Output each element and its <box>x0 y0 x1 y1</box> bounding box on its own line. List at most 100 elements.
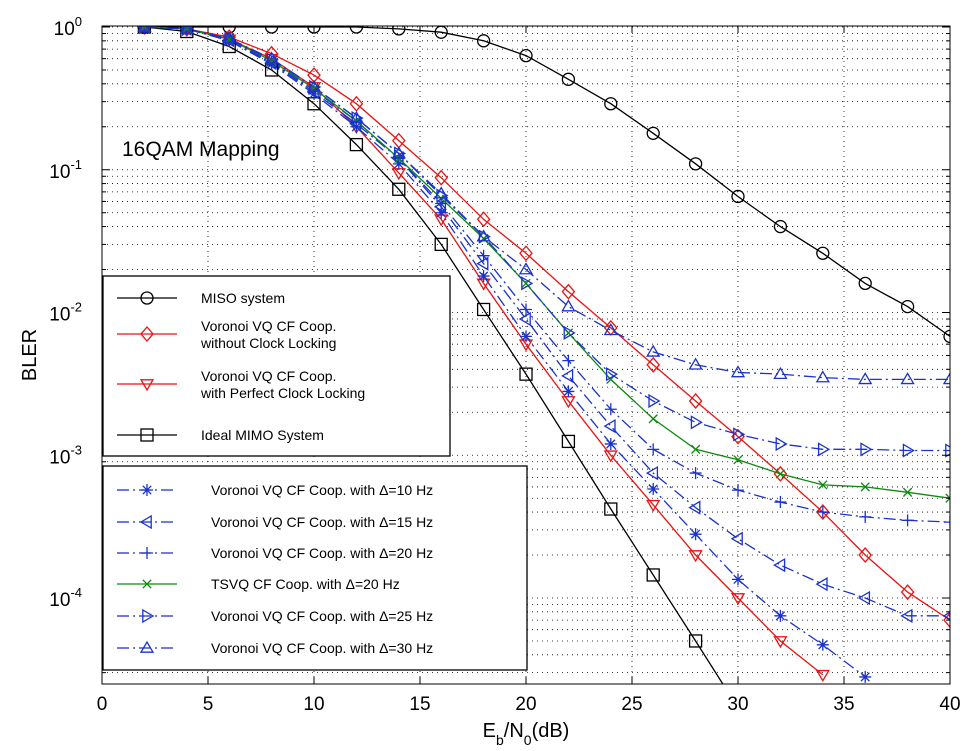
x-tick-label: 35 <box>833 694 854 715</box>
x-tick-label: 30 <box>727 694 748 715</box>
legend-entry-label: TSVQ CF Coop. with Δ=20 Hz <box>211 576 400 592</box>
marker-asterisk <box>562 385 575 398</box>
marker-circle <box>731 189 745 204</box>
marker-square <box>434 237 448 252</box>
marker-triangle-right <box>142 608 155 624</box>
marker-asterisk <box>774 609 787 622</box>
series-lines <box>144 26 950 684</box>
marker-diamond <box>646 356 661 373</box>
marker-triangle-left <box>561 368 574 383</box>
annotation-16qam: 16QAM Mapping <box>122 138 280 161</box>
marker-triangle-left <box>815 577 828 592</box>
marker-asterisk <box>816 638 829 651</box>
legend-entry-label: Voronoi VQ CF Coop. with Perfect Clock Lo… <box>200 368 365 401</box>
marker-diamond <box>519 245 533 262</box>
marker-circle <box>604 97 618 111</box>
marker-triangle-left <box>476 256 489 271</box>
marker-triangle-down <box>815 669 830 683</box>
marker-circle <box>476 34 491 48</box>
series-line-3 <box>144 26 724 684</box>
marker-asterisk <box>435 206 448 219</box>
legend-entry-label: Ideal MIMO System <box>201 427 324 443</box>
marker-triangle-down <box>139 379 155 392</box>
marker-square <box>688 634 703 648</box>
marker-plus <box>141 547 153 559</box>
x-tick-label: 40 <box>939 694 960 715</box>
series-markers <box>137 26 950 683</box>
marker-triangle-up <box>222 31 237 44</box>
marker-circle <box>561 72 576 86</box>
marker-plus <box>604 403 617 416</box>
x-tick-label: 20 <box>515 694 536 715</box>
marker-triangle-up <box>179 26 194 34</box>
marker-triangle-left <box>900 608 913 623</box>
marker-diamond <box>688 392 703 409</box>
legend-box <box>102 465 528 671</box>
marker-asterisk <box>520 330 532 343</box>
marker-diamond <box>476 211 491 228</box>
marker-diamond <box>900 584 915 601</box>
legend-box <box>102 275 451 457</box>
marker-triangle-left <box>730 531 743 546</box>
marker-triangle-up <box>603 323 618 336</box>
marker-diamond <box>349 95 364 112</box>
marker-diamond <box>815 504 830 521</box>
legend-entry-label: MISO system <box>201 290 285 306</box>
x-axis-label: Eb/N0(dB) <box>483 720 570 748</box>
marker-circle <box>773 219 788 234</box>
marker-triangle-up <box>942 372 950 385</box>
marker-triangle-right <box>775 436 788 452</box>
marker-plus <box>732 484 744 497</box>
marker-x <box>945 493 950 503</box>
marker-square <box>561 434 576 449</box>
marker-triangle-right <box>945 443 950 458</box>
marker-plus <box>477 249 490 262</box>
marker-triangle-right <box>902 443 915 458</box>
y-tick-label: 100 <box>54 14 82 40</box>
legend-entry-label: Voronoi VQ CF Coop. with Δ=15 Hz <box>211 514 433 530</box>
marker-circle <box>688 157 703 171</box>
series-line-6 <box>144 26 950 523</box>
marker-triangle-down <box>773 636 788 649</box>
marker-diamond <box>943 612 950 629</box>
marker-triangle-right <box>860 442 873 457</box>
marker-triangle-left <box>773 557 786 573</box>
marker-triangle-right <box>605 367 619 382</box>
marker-plus <box>647 443 660 456</box>
marker-square <box>392 182 406 196</box>
marker-triangle-left <box>518 311 531 327</box>
marker-circle <box>646 126 660 140</box>
marker-triangle-up <box>730 365 746 378</box>
marker-x <box>733 455 743 465</box>
marker-square <box>349 137 364 152</box>
marker-triangle-up <box>518 262 534 275</box>
marker-triangle-down <box>730 593 746 606</box>
marker-square <box>646 568 660 582</box>
legend-entry-label: Voronoi VQ CF Coop. without Clock Locking <box>200 318 336 351</box>
marker-square <box>476 302 491 317</box>
marker-circle <box>858 276 872 291</box>
marker-triangle-up <box>858 372 873 385</box>
marker-plus <box>901 514 914 527</box>
marker-diamond <box>561 283 576 300</box>
y-tick-label: 10-3 <box>49 442 82 468</box>
marker-x <box>521 278 531 289</box>
x-tick-label: 25 <box>621 694 642 715</box>
marker-triangle-right <box>690 415 703 430</box>
marker-triangle-up <box>900 372 915 385</box>
marker-square <box>180 26 194 39</box>
y-tick-label: 10-2 <box>49 300 82 326</box>
marker-x <box>818 480 828 490</box>
marker-triangle-up <box>561 299 576 312</box>
legend-lower: Voronoi VQ CF Coop. with Δ=10 Hz Voronoi … <box>102 465 528 671</box>
marker-diamond <box>858 547 873 564</box>
marker-diamond <box>434 169 449 186</box>
marker-x <box>648 414 658 424</box>
marker-circle <box>264 26 279 34</box>
marker-plus <box>689 467 702 480</box>
marker-square <box>604 502 618 516</box>
marker-asterisk <box>732 573 744 586</box>
marker-circle <box>900 299 915 314</box>
marker-circle <box>140 291 154 305</box>
y-tick-label: 10-1 <box>49 157 82 183</box>
